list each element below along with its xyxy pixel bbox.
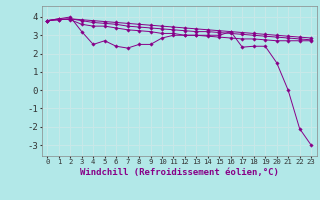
- X-axis label: Windchill (Refroidissement éolien,°C): Windchill (Refroidissement éolien,°C): [80, 168, 279, 177]
